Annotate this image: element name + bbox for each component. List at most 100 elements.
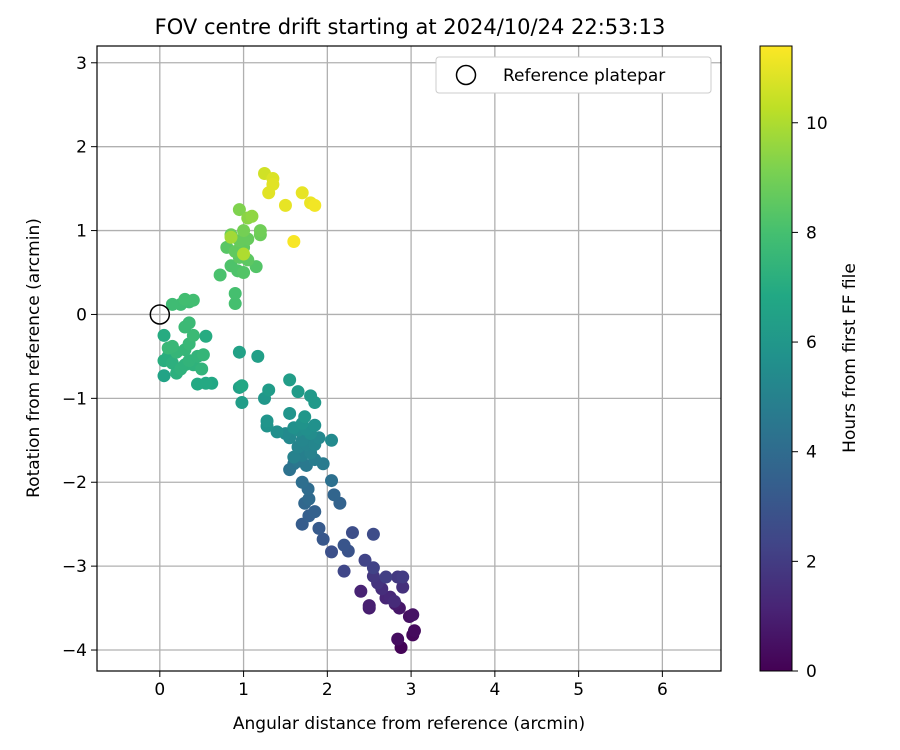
- scatter-points: [149, 167, 421, 655]
- data-point: [304, 389, 318, 403]
- data-point: [295, 186, 309, 200]
- y-axis-label: Rotation from reference (arcmin): [24, 218, 44, 498]
- data-point: [237, 247, 251, 261]
- data-point: [237, 224, 251, 238]
- data-point: [283, 406, 297, 420]
- data-point: [379, 570, 393, 584]
- data-point: [228, 297, 242, 311]
- legend-marker-reference: [455, 64, 477, 86]
- x-tick-label: 6: [657, 680, 668, 700]
- data-point: [325, 433, 339, 447]
- colorbar-tick-label: 4: [806, 443, 817, 463]
- data-point: [199, 329, 213, 343]
- data-point: [316, 532, 330, 546]
- data-point: [224, 230, 238, 244]
- data-point: [260, 414, 274, 428]
- colorbar-tick-label: 0: [806, 662, 817, 682]
- data-point: [182, 316, 196, 330]
- data-point: [228, 286, 242, 300]
- x-tick-label: 0: [154, 680, 165, 700]
- chart-title: FOV centre drift starting at 2024/10/24 …: [155, 15, 666, 39]
- colorbar-label: Hours from first FF file: [840, 263, 860, 453]
- data-point: [157, 369, 171, 383]
- data-point: [196, 348, 210, 362]
- data-point: [298, 410, 312, 424]
- plot-frame: [96, 45, 722, 672]
- y-tick-label: −3: [62, 557, 87, 577]
- y-tick-label: −1: [62, 389, 87, 409]
- data-point: [362, 599, 376, 613]
- y-tick-label: −4: [62, 641, 87, 661]
- data-point: [345, 526, 359, 540]
- x-tick-label: 5: [573, 680, 584, 700]
- data-point: [406, 608, 420, 622]
- data-point: [366, 561, 380, 575]
- y-tick-label: 1: [76, 222, 87, 242]
- data-point: [235, 396, 249, 410]
- data-point: [325, 545, 339, 559]
- colorbar-tick-label: 6: [806, 333, 817, 353]
- data-point: [232, 203, 246, 217]
- data-point: [186, 293, 200, 307]
- x-tick-label: 2: [322, 680, 333, 700]
- data-point: [308, 198, 322, 212]
- data-point: [165, 339, 179, 353]
- data-point: [387, 594, 401, 608]
- legend-box: [435, 56, 712, 94]
- data-point: [327, 488, 341, 502]
- y-tick-label: 2: [76, 138, 87, 158]
- data-point: [253, 224, 267, 238]
- data-point: [195, 362, 209, 376]
- data-point: [235, 379, 249, 393]
- colorbar-tick-label: 8: [806, 223, 817, 243]
- data-point: [308, 505, 322, 519]
- x-tick-label: 1: [238, 680, 249, 700]
- data-point: [396, 580, 410, 594]
- legend-label-reference: Reference platepar: [503, 66, 665, 86]
- x-axis-ticks: 0 1 2 3 4 5 6: [154, 671, 668, 700]
- data-point: [337, 564, 351, 578]
- colorbar-tick-label: 10: [806, 114, 828, 134]
- legend: Reference platepar: [435, 56, 712, 94]
- data-point: [245, 209, 259, 223]
- x-tick-label: 4: [489, 680, 500, 700]
- data-point: [191, 377, 205, 391]
- data-point: [213, 268, 227, 282]
- reference-platepar-marker: [149, 304, 171, 325]
- data-point: [270, 425, 284, 439]
- data-point: [165, 297, 179, 311]
- data-point: [291, 385, 305, 399]
- data-point: [251, 349, 265, 363]
- data-point: [354, 584, 368, 598]
- data-point: [407, 624, 421, 638]
- y-axis-ticks: −4 −3 −2 −1 0 1 2 3: [62, 54, 97, 661]
- data-point: [283, 373, 297, 387]
- data-point: [366, 527, 380, 541]
- data-point: [302, 492, 316, 506]
- data-point: [237, 266, 251, 280]
- y-tick-label: −2: [62, 473, 87, 493]
- data-point: [391, 632, 405, 646]
- grid-lines: [97, 46, 721, 671]
- data-point: [287, 234, 301, 248]
- x-tick-label: 3: [406, 680, 417, 700]
- colorbar-ticks: 0 2 4 6 8 10: [792, 114, 828, 682]
- data-point: [262, 186, 276, 200]
- x-axis-label: Angular distance from reference (arcmin): [233, 714, 585, 734]
- data-point: [312, 521, 326, 535]
- data-point: [325, 474, 339, 488]
- data-point: [157, 328, 171, 342]
- data-point: [232, 345, 246, 359]
- data-point: [186, 328, 200, 342]
- data-point: [295, 475, 309, 489]
- data-point: [358, 553, 372, 567]
- data-point: [262, 383, 276, 397]
- data-point: [287, 450, 301, 464]
- y-tick-label: 3: [76, 54, 87, 74]
- colorbar: 0 2 4 6 8 10 Hours from first FF file: [759, 45, 860, 682]
- data-point: [337, 538, 351, 552]
- data-point: [278, 198, 292, 212]
- data-point: [396, 570, 410, 584]
- colorbar-tick-label: 2: [806, 552, 817, 572]
